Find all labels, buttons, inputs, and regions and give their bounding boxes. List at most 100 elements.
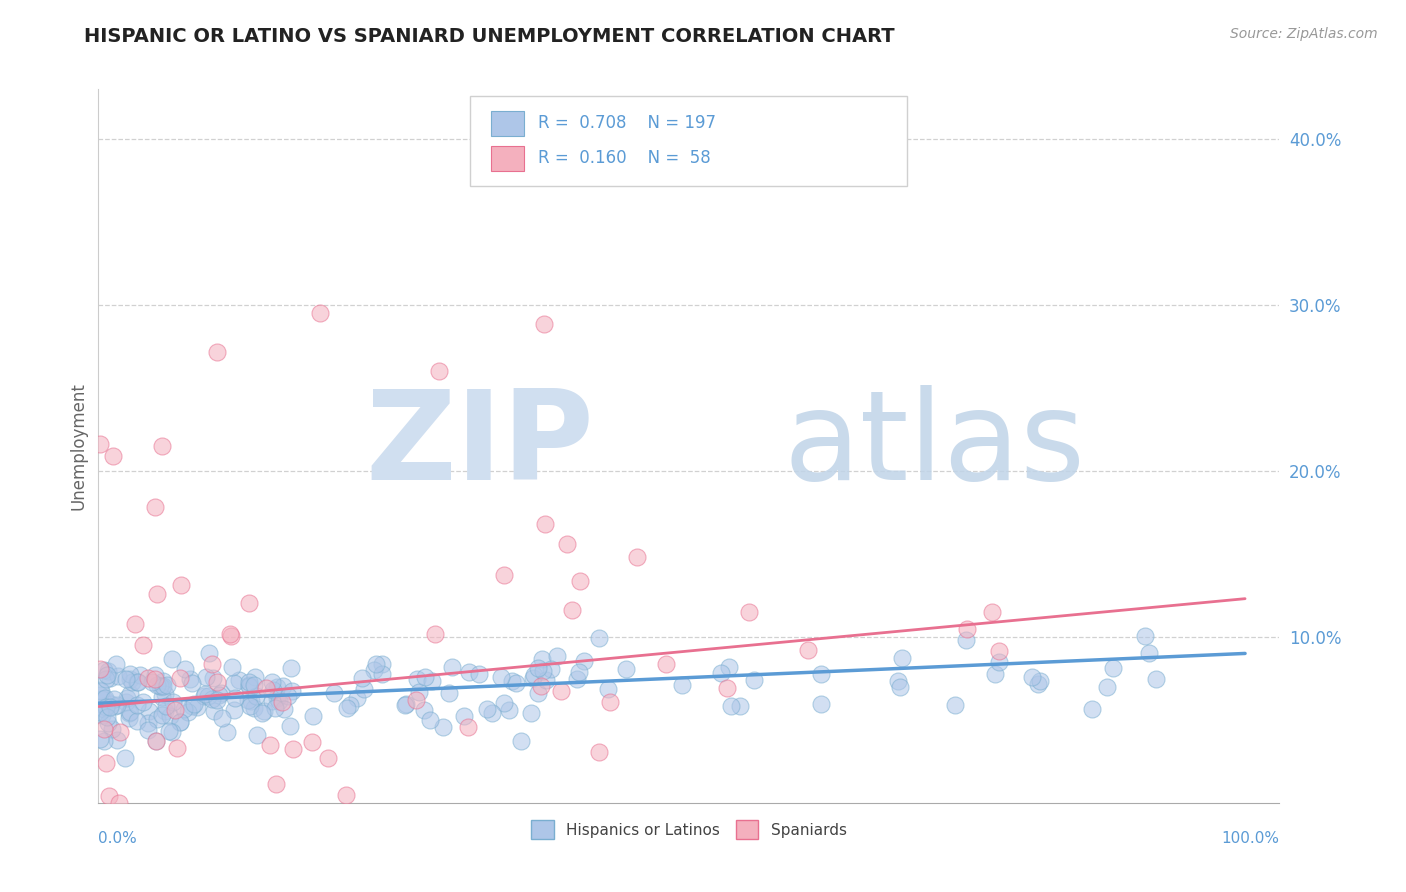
- Point: [309, 305, 332, 319]
- Point: [489, 670, 512, 684]
- Point: [136, 671, 159, 685]
- Point: [371, 667, 394, 681]
- Point: [127, 698, 149, 713]
- Text: R =  0.708    N = 197: R = 0.708 N = 197: [537, 114, 716, 132]
- Point: [108, 796, 131, 810]
- Point: [150, 681, 173, 695]
- Point: [150, 440, 173, 454]
- Point: [505, 676, 527, 690]
- Point: [152, 674, 174, 689]
- Point: [422, 674, 444, 689]
- Point: [742, 673, 765, 688]
- Point: [273, 702, 295, 716]
- Point: [96, 710, 118, 724]
- Point: [501, 674, 523, 689]
- Point: [568, 665, 591, 679]
- Legend: Hispanics or Latinos, Spaniards: Hispanics or Latinos, Spaniards: [524, 814, 853, 845]
- Point: [150, 690, 173, 704]
- Point: [98, 789, 121, 804]
- Point: [238, 679, 260, 693]
- Point: [186, 700, 208, 714]
- Point: [405, 693, 427, 707]
- Point: [221, 660, 243, 674]
- Point: [475, 702, 498, 716]
- Point: [115, 673, 138, 687]
- Point: [89, 663, 111, 677]
- Point: [90, 683, 112, 698]
- Point: [114, 695, 136, 709]
- Point: [280, 683, 302, 698]
- Point: [162, 696, 184, 710]
- Point: [205, 693, 228, 707]
- Point: [153, 704, 176, 718]
- Point: [136, 715, 159, 730]
- Point: [201, 657, 224, 672]
- Point: [124, 617, 146, 632]
- Text: 0.0%: 0.0%: [98, 831, 138, 847]
- Point: [105, 698, 128, 712]
- Point: [197, 646, 219, 660]
- Point: [132, 695, 155, 709]
- Point: [115, 691, 138, 706]
- Point: [150, 708, 173, 723]
- Point: [93, 693, 115, 707]
- Point: [89, 683, 111, 698]
- Point: [243, 678, 266, 692]
- Point: [169, 671, 191, 685]
- Point: [89, 437, 111, 451]
- Point: [889, 680, 911, 694]
- Point: [988, 643, 1011, 657]
- Point: [534, 673, 557, 687]
- Point: [568, 574, 591, 589]
- Point: [419, 713, 441, 727]
- Point: [886, 674, 908, 689]
- Point: [159, 724, 181, 739]
- Point: [194, 687, 217, 701]
- Point: [155, 687, 177, 701]
- Point: [264, 777, 287, 791]
- Point: [96, 668, 118, 682]
- Point: [481, 706, 503, 720]
- Point: [246, 728, 269, 742]
- Point: [264, 700, 287, 714]
- Point: [437, 686, 460, 700]
- Point: [138, 704, 160, 718]
- Point: [655, 657, 678, 671]
- Point: [352, 671, 374, 685]
- Point: [1026, 677, 1049, 691]
- Point: [494, 696, 516, 710]
- Point: [588, 745, 610, 759]
- Point: [194, 670, 217, 684]
- Point: [156, 678, 179, 692]
- Point: [239, 699, 262, 714]
- Point: [520, 706, 543, 721]
- Point: [219, 627, 242, 641]
- Point: [1029, 673, 1052, 688]
- Point: [165, 702, 187, 716]
- Point: [89, 688, 111, 702]
- Point: [1081, 702, 1104, 716]
- Point: [271, 679, 294, 693]
- Point: [141, 675, 163, 690]
- Point: [180, 699, 202, 714]
- Point: [339, 698, 361, 713]
- FancyBboxPatch shape: [491, 146, 523, 171]
- Point: [260, 693, 283, 707]
- Point: [283, 742, 305, 756]
- Point: [336, 701, 359, 715]
- Point: [346, 690, 368, 705]
- Point: [316, 751, 339, 765]
- Point: [457, 720, 479, 734]
- Point: [522, 671, 544, 685]
- Point: [453, 709, 475, 723]
- Point: [145, 734, 167, 748]
- Point: [219, 629, 242, 643]
- Point: [671, 678, 693, 692]
- Point: [531, 651, 554, 665]
- Point: [890, 650, 912, 665]
- Point: [107, 669, 129, 683]
- Point: [143, 500, 166, 515]
- Point: [738, 605, 761, 619]
- Point: [269, 694, 291, 708]
- Point: [100, 697, 122, 711]
